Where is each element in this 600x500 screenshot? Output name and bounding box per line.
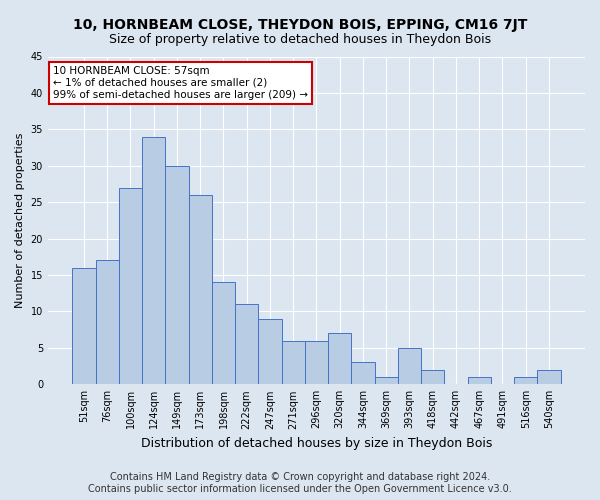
Bar — [188, 195, 212, 384]
Bar — [142, 136, 166, 384]
Text: Size of property relative to detached houses in Theydon Bois: Size of property relative to detached ho… — [109, 32, 491, 46]
Bar — [467, 377, 491, 384]
Bar — [281, 340, 305, 384]
Bar — [328, 334, 352, 384]
Bar — [514, 377, 538, 384]
Text: 10, HORNBEAM CLOSE, THEYDON BOIS, EPPING, CM16 7JT: 10, HORNBEAM CLOSE, THEYDON BOIS, EPPING… — [73, 18, 527, 32]
Text: 10 HORNBEAM CLOSE: 57sqm
← 1% of detached houses are smaller (2)
99% of semi-det: 10 HORNBEAM CLOSE: 57sqm ← 1% of detache… — [53, 66, 308, 100]
Bar — [305, 340, 328, 384]
Text: Contains HM Land Registry data © Crown copyright and database right 2024.
Contai: Contains HM Land Registry data © Crown c… — [88, 472, 512, 494]
Bar — [398, 348, 421, 385]
Bar — [166, 166, 188, 384]
Bar — [119, 188, 142, 384]
Bar — [212, 282, 235, 384]
Y-axis label: Number of detached properties: Number of detached properties — [15, 132, 25, 308]
X-axis label: Distribution of detached houses by size in Theydon Bois: Distribution of detached houses by size … — [141, 437, 492, 450]
Bar — [235, 304, 259, 384]
Bar — [374, 377, 398, 384]
Bar — [538, 370, 560, 384]
Bar — [421, 370, 445, 384]
Bar — [73, 268, 95, 384]
Bar — [352, 362, 374, 384]
Bar — [259, 318, 281, 384]
Bar — [95, 260, 119, 384]
